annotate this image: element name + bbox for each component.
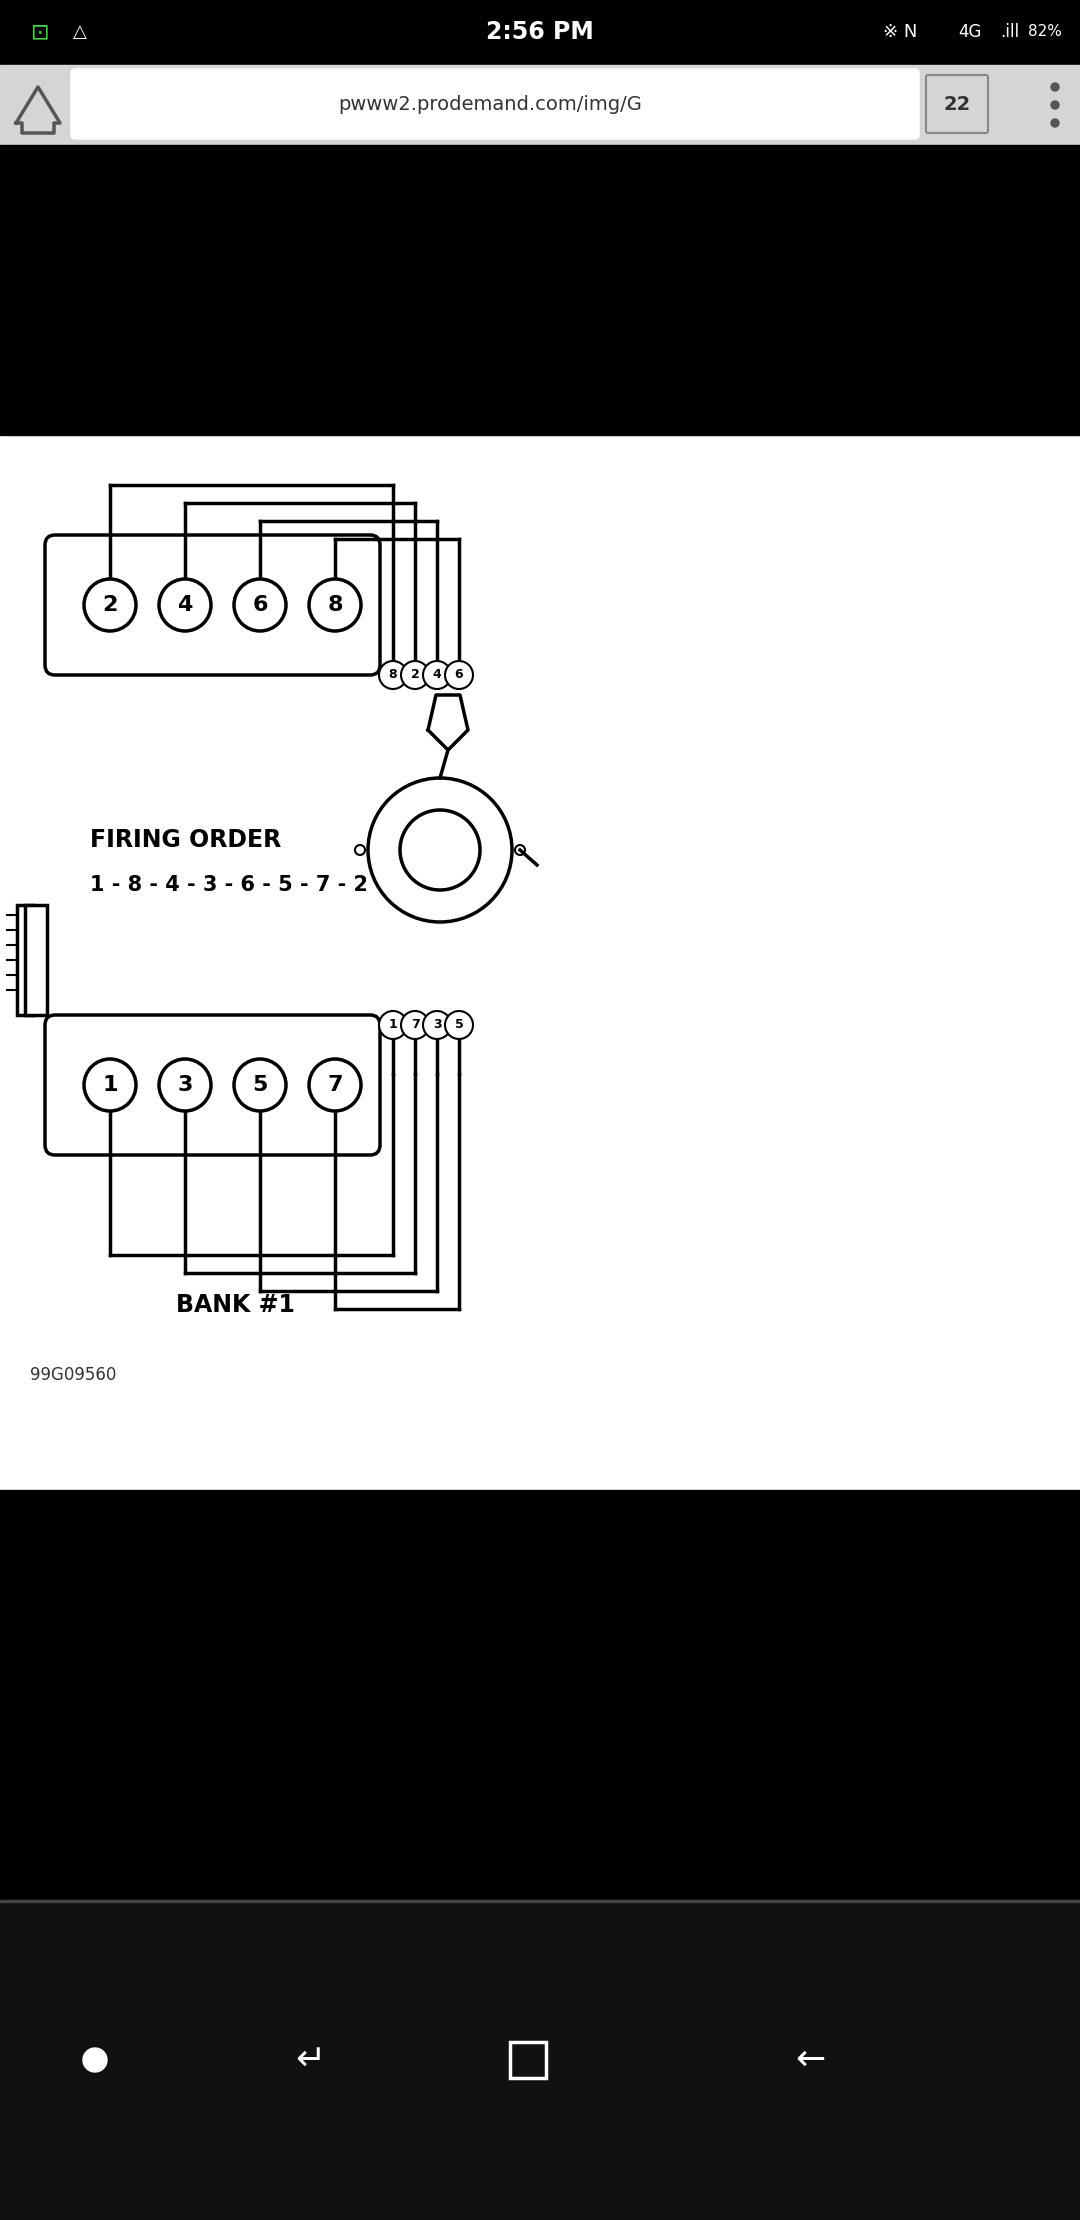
Text: 3: 3 — [177, 1074, 192, 1094]
Circle shape — [159, 1059, 211, 1110]
Bar — [510, 2042, 546, 2078]
Text: 5: 5 — [455, 1019, 463, 1032]
Circle shape — [445, 662, 473, 688]
Circle shape — [309, 579, 361, 630]
Circle shape — [379, 1010, 407, 1039]
Text: 2:56 PM: 2:56 PM — [486, 20, 594, 44]
Text: 5: 5 — [253, 1074, 268, 1094]
Circle shape — [83, 2049, 107, 2071]
Bar — [0, 64, 1080, 144]
Circle shape — [309, 1059, 361, 1110]
Text: 4: 4 — [177, 595, 192, 615]
Circle shape — [1051, 100, 1059, 109]
FancyBboxPatch shape — [45, 535, 380, 675]
Text: BANK #1: BANK #1 — [176, 1292, 295, 1316]
Bar — [0, 144, 1080, 435]
Text: 6: 6 — [253, 595, 268, 615]
Text: 22: 22 — [943, 95, 971, 115]
Text: 7: 7 — [410, 1019, 419, 1032]
Text: 1: 1 — [389, 1019, 397, 1032]
Circle shape — [1051, 120, 1059, 127]
Circle shape — [401, 1010, 429, 1039]
Circle shape — [1051, 82, 1059, 91]
Text: ↵: ↵ — [295, 2042, 325, 2078]
Text: 7: 7 — [327, 1074, 342, 1094]
Circle shape — [515, 846, 525, 855]
Text: ←: ← — [795, 2042, 825, 2078]
Text: 2: 2 — [103, 595, 118, 615]
Text: 4: 4 — [433, 668, 442, 682]
Text: FIRING ORDER: FIRING ORDER — [90, 828, 281, 852]
Text: 4G: 4G — [958, 22, 982, 40]
FancyBboxPatch shape — [71, 69, 919, 140]
Circle shape — [423, 662, 451, 688]
Circle shape — [234, 1059, 286, 1110]
Circle shape — [400, 810, 480, 890]
Circle shape — [234, 579, 286, 630]
Bar — [0, 1490, 1080, 1900]
Text: 82%: 82% — [1028, 24, 1062, 40]
Text: △: △ — [73, 22, 86, 40]
Circle shape — [84, 579, 136, 630]
Bar — [25, 906, 48, 1015]
Text: ⊡: ⊡ — [30, 22, 50, 42]
Text: 2: 2 — [410, 668, 419, 682]
FancyBboxPatch shape — [926, 75, 988, 133]
Bar — [0, 0, 1080, 64]
Circle shape — [401, 662, 429, 688]
Bar — [0, 1900, 1080, 2220]
Text: 8: 8 — [389, 668, 397, 682]
Circle shape — [445, 1010, 473, 1039]
Text: 1 - 8 - 4 - 3 - 6 - 5 - 7 - 2: 1 - 8 - 4 - 3 - 6 - 5 - 7 - 2 — [90, 875, 368, 895]
Circle shape — [368, 777, 512, 921]
Text: 8: 8 — [327, 595, 342, 615]
Circle shape — [355, 846, 365, 855]
Text: 6: 6 — [455, 668, 463, 682]
Circle shape — [379, 662, 407, 688]
Text: 3: 3 — [433, 1019, 442, 1032]
Text: .ill: .ill — [1000, 22, 1020, 40]
Circle shape — [423, 1010, 451, 1039]
Text: 1: 1 — [103, 1074, 118, 1094]
Circle shape — [84, 1059, 136, 1110]
Text: 99G09560: 99G09560 — [30, 1365, 117, 1383]
Text: ※ N: ※ N — [882, 22, 917, 40]
Circle shape — [159, 579, 211, 630]
FancyBboxPatch shape — [45, 1015, 380, 1154]
Text: pwww2.prodemand.com/img/G: pwww2.prodemand.com/img/G — [338, 95, 642, 115]
Bar — [0, 435, 1080, 1490]
Bar — [17, 906, 33, 1015]
